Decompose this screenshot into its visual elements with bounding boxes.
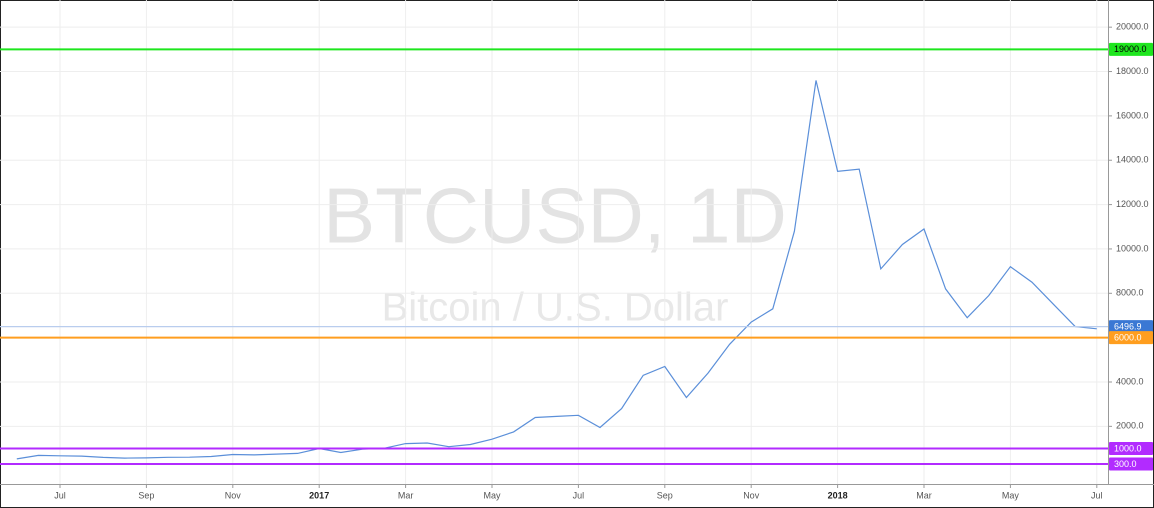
x-tick-label: May [483,490,501,500]
price-line [16,80,1097,460]
y-tick-label: 8000.0 [1116,288,1144,298]
y-tick-label: 16000.0 [1116,110,1149,120]
level-label-box [1109,320,1153,334]
y-tick-label: 10000.0 [1116,243,1149,253]
x-tick-label: Jul [54,490,66,500]
x-tick-label: 2018 [828,490,848,500]
grid [0,0,1108,484]
x-tick-label: Mar [916,490,932,500]
level-label: 6000.0 [1114,333,1142,343]
x-tick-label: 2017 [309,490,329,500]
y-tick-label: 14000.0 [1116,155,1149,165]
x-tick-label: Jul [573,490,585,500]
x-tick-label: May [1002,490,1020,500]
watermark: BTCUSD, 1D [323,172,787,260]
y-tick-label: 20000.0 [1116,22,1149,32]
level-label-box [1109,457,1153,471]
x-tick-label: Sep [657,490,673,500]
y-tick-label: 18000.0 [1116,66,1149,76]
y-tick-label: 4000.0 [1116,376,1144,386]
level-label-box [1109,42,1153,56]
level-label: 6496.9 [1114,321,1142,331]
x-tick-label: Jul [1091,490,1103,500]
level-label: 19000.0 [1114,44,1147,54]
level-label-box [1109,331,1153,345]
level-label-box [1109,442,1153,456]
y-tick-label: 2000.0 [1116,421,1144,431]
x-tick-label: Sep [138,490,154,500]
level-label: 300.0 [1114,459,1137,469]
y-tick-label: 12000.0 [1116,199,1149,209]
x-tick-label: Nov [225,490,242,500]
x-tick-label: Nov [743,490,760,500]
level-label: 1000.0 [1114,443,1142,453]
watermark-subtitle: Bitcoin / U.S. Dollar [382,286,729,330]
x-tick-label: Mar [398,490,414,500]
